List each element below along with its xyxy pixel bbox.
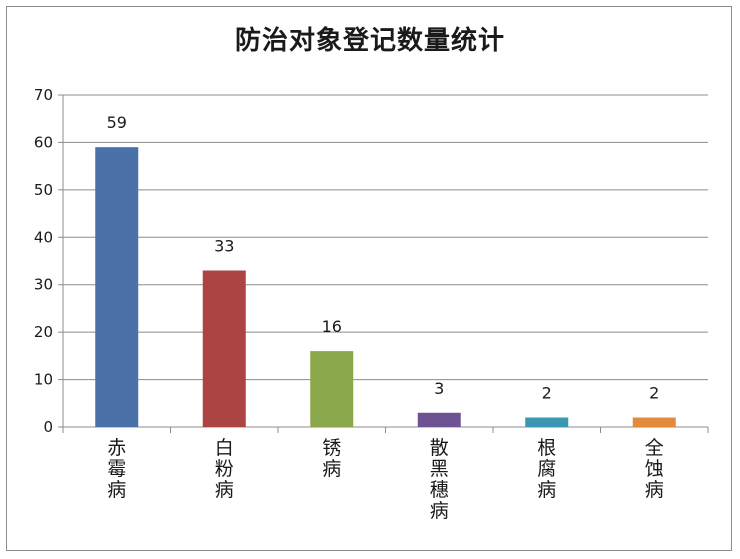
x-category-label: 全蚀病 xyxy=(645,437,664,501)
data-label: 2 xyxy=(649,384,659,403)
bar xyxy=(632,417,676,427)
x-category-label: 白粉病 xyxy=(215,437,234,501)
data-label: 16 xyxy=(322,317,342,336)
gridlines xyxy=(63,94,708,381)
axes xyxy=(58,94,709,433)
y-tick-label: 70 xyxy=(34,86,53,104)
bar xyxy=(525,417,569,427)
y-tick-label: 60 xyxy=(34,133,53,151)
y-tick-label: 10 xyxy=(34,371,53,389)
x-category-label: 锈病 xyxy=(322,437,341,480)
bar xyxy=(310,351,354,427)
x-category-label: 赤霉病 xyxy=(107,437,126,501)
y-tick-label: 20 xyxy=(34,323,53,341)
data-label: 2 xyxy=(542,384,552,403)
labels: 0 10 20 30 40 50 60 70 59 赤霉病 33 白粉病 16 锈病 3 散黑穗病 2 根腐病 2 全… xyxy=(34,86,664,522)
y-tick-label: 0 xyxy=(43,418,53,436)
data-label: 59 xyxy=(107,113,127,132)
data-label: 33 xyxy=(214,236,234,255)
chart-title: 防治对象登记数量统计 xyxy=(234,26,505,56)
x-category-label: 散黑穗病 xyxy=(430,437,449,522)
y-tick-label: 30 xyxy=(34,276,53,294)
bars xyxy=(95,147,676,427)
bar xyxy=(417,412,461,427)
bar xyxy=(202,270,246,427)
bar xyxy=(95,147,139,427)
y-tick-label: 40 xyxy=(34,228,53,246)
data-label: 3 xyxy=(434,379,444,398)
y-tick-label: 50 xyxy=(34,181,53,199)
x-category-label: 根腐病 xyxy=(537,437,556,501)
